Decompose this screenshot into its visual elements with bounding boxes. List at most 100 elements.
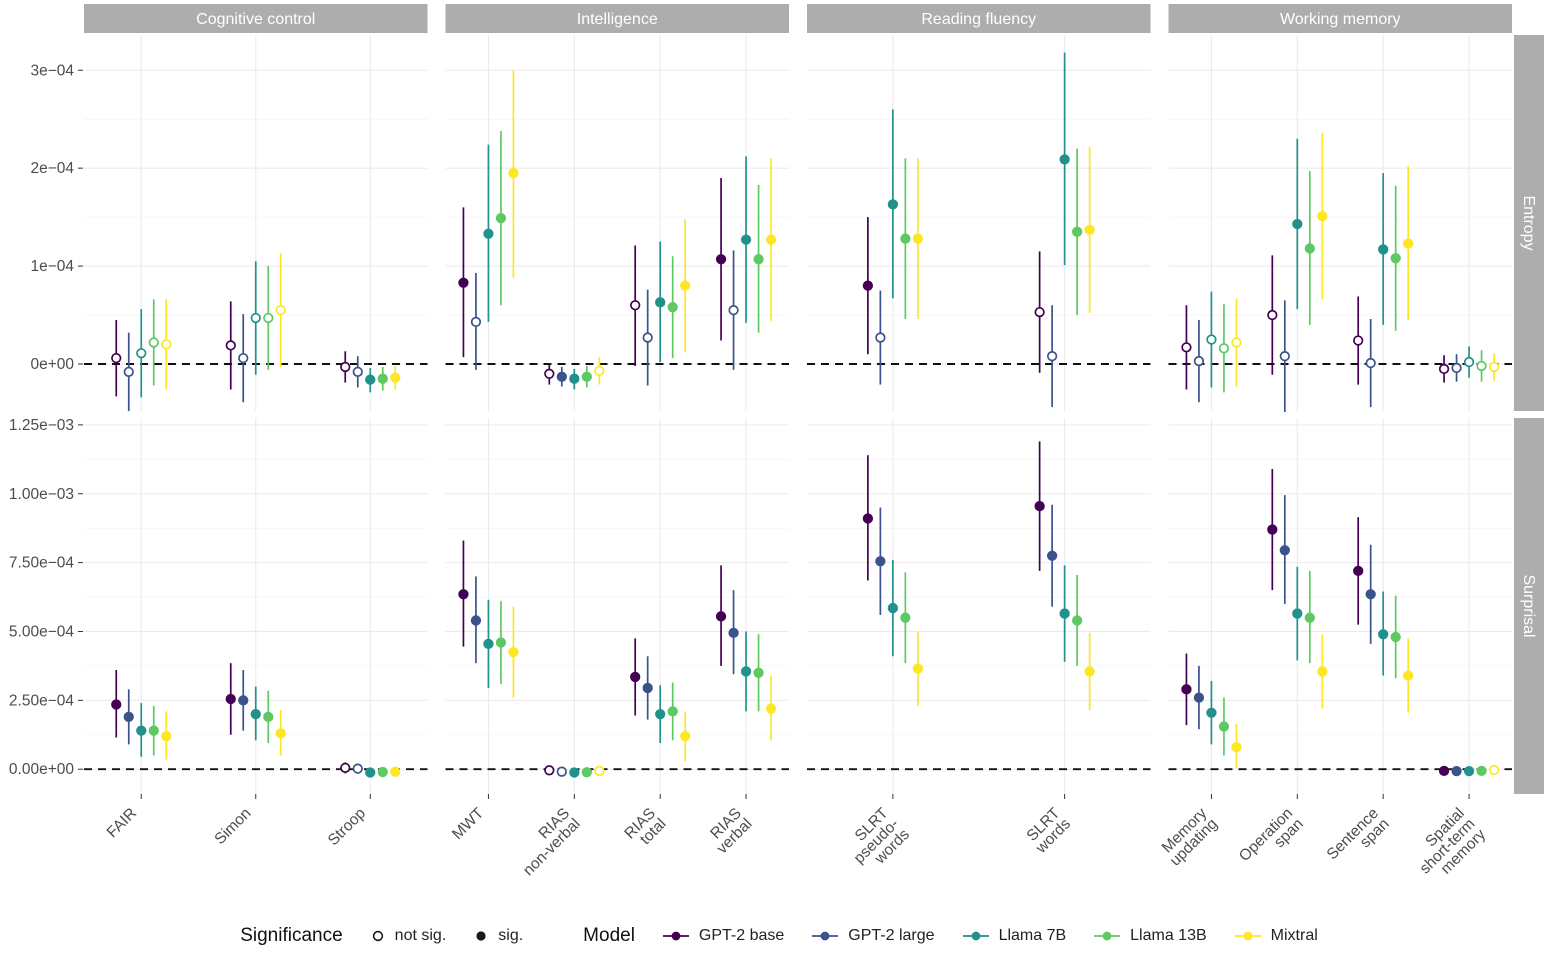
panel-background	[1168, 418, 1512, 794]
point-sig	[1403, 238, 1414, 249]
point-sig	[667, 706, 678, 717]
point-not-sig	[225, 340, 236, 351]
point-not-sig	[1353, 335, 1364, 346]
x-tick-label: RIASverbal	[703, 805, 755, 857]
point-sig	[225, 693, 236, 705]
point-sig	[862, 513, 874, 524]
not-sig-label: not sig.	[394, 927, 447, 944]
x-tick-label: MWT	[449, 804, 488, 843]
point-sig	[458, 277, 469, 288]
panel-background	[1168, 35, 1512, 411]
point-sig	[390, 372, 401, 383]
facet-strip-col-label: Intelligence	[577, 11, 658, 28]
point-sig	[765, 703, 777, 714]
legend-item-model: GPT-2 large	[810, 927, 935, 945]
point-sig	[1206, 707, 1217, 718]
point-not-sig	[1218, 343, 1230, 354]
point-sig	[136, 725, 147, 736]
panel-entropy-reading-fluency	[807, 35, 1151, 411]
point-sig	[365, 767, 376, 778]
point-sig	[556, 371, 567, 382]
point-sig	[161, 731, 172, 742]
point-sig	[1390, 631, 1401, 643]
point-sig	[581, 767, 592, 778]
point-sig	[390, 766, 401, 777]
point-not-sig	[1488, 361, 1500, 373]
pointrange-key-icon	[662, 931, 689, 941]
point-sig	[1218, 721, 1230, 732]
facet-strip-row-label: Surprisal	[1520, 574, 1537, 637]
point-sig	[1193, 692, 1205, 703]
point-sig	[263, 711, 274, 723]
x-tick-label: Spatialshort-termmemory	[1406, 805, 1489, 888]
point-sig	[875, 556, 886, 567]
point-sig	[495, 637, 507, 648]
x-tick-label: SLRTpseudo-words	[840, 804, 913, 877]
panel-surprisal-working-memory	[1168, 418, 1512, 794]
legend-item-not-sig: not sig.	[369, 927, 447, 945]
x-tick-label: Stroop	[325, 805, 369, 849]
pointrange-key-icon	[962, 931, 989, 941]
point-sig	[1046, 550, 1058, 561]
y-tick-label: 2e−04	[30, 160, 74, 177]
x-tick-label: Memoryupdating	[1156, 805, 1221, 870]
open-circle-icon	[372, 930, 383, 942]
y-tick-label: 0.00e+00	[9, 761, 74, 778]
point-sig	[862, 280, 874, 291]
x-tick-label: Simon	[211, 805, 254, 848]
x-tick-label: Sentencespan	[1324, 805, 1393, 874]
point-sig	[680, 280, 691, 291]
model-legend-title: Model	[583, 925, 635, 946]
point-not-sig	[1476, 360, 1487, 372]
legend-item-model: GPT-2 base	[661, 927, 784, 945]
point-not-sig	[352, 763, 363, 774]
panel-surprisal-reading-fluency	[807, 418, 1151, 794]
point-sig	[753, 667, 764, 678]
point-sig	[508, 646, 519, 658]
point-sig	[655, 708, 666, 720]
point-sig	[1059, 608, 1070, 619]
facet-strip-col	[84, 4, 428, 33]
point-not-sig	[1463, 356, 1475, 368]
point-not-sig	[263, 312, 274, 324]
point-sig	[1390, 253, 1401, 264]
point-not-sig	[123, 366, 134, 377]
panel-entropy-working-memory	[1168, 35, 1512, 412]
legend: Significance not sig. sig. Model GPT-2 b…	[0, 906, 1558, 966]
point-sig	[1476, 765, 1487, 777]
y-tick-label: 1e−04	[30, 258, 74, 275]
point-sig	[1353, 565, 1364, 577]
point-not-sig	[275, 304, 286, 316]
point-sig	[1071, 615, 1083, 626]
point-sig	[250, 708, 261, 720]
point-not-sig	[594, 765, 605, 777]
point-not-sig	[340, 762, 351, 773]
point-sig	[275, 728, 286, 739]
point-not-sig	[136, 348, 147, 359]
point-sig	[655, 297, 666, 308]
panel-surprisal-cognitive-control	[84, 418, 428, 794]
pointrange-key-icon	[1094, 931, 1121, 941]
panel-surprisal-intelligence	[445, 418, 789, 794]
point-sig	[1317, 666, 1328, 677]
point-not-sig	[728, 304, 739, 316]
facet-strip-col-label: Cognitive control	[196, 11, 315, 28]
point-not-sig	[544, 368, 555, 379]
legend-item-model: Mixtral	[1233, 927, 1318, 945]
point-not-sig	[1438, 363, 1450, 375]
point-not-sig	[642, 332, 653, 343]
model-legend-label: Mixtral	[1270, 927, 1318, 944]
point-sig	[753, 254, 764, 265]
point-sig	[1378, 244, 1389, 255]
point-sig	[667, 302, 678, 313]
point-sig	[1317, 210, 1328, 222]
point-sig	[1084, 224, 1095, 236]
point-not-sig	[1365, 357, 1376, 369]
facet-strip-row	[1514, 418, 1544, 794]
y-tick-label: 1.25e−03	[9, 417, 74, 434]
panel-background	[807, 418, 1151, 794]
point-sig	[642, 682, 653, 694]
legend-item-model: Llama 7B	[961, 927, 1066, 945]
point-sig	[680, 731, 691, 742]
